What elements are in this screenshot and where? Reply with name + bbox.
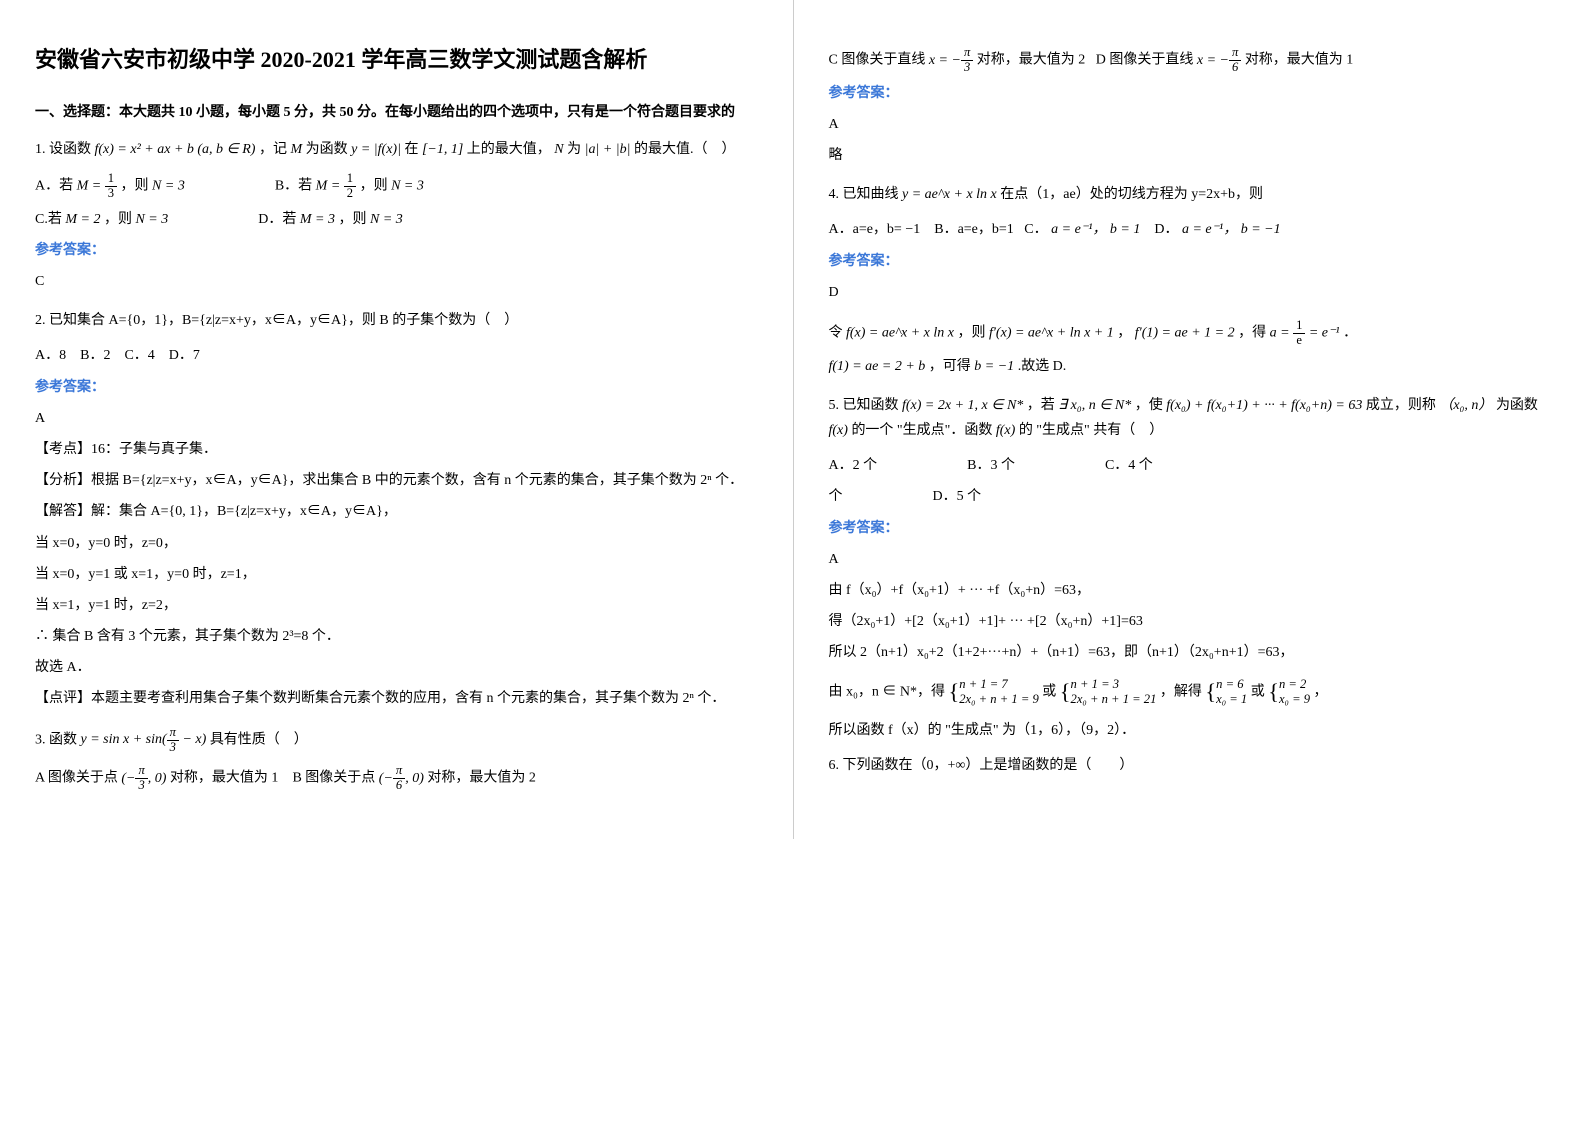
q2-ans-label: 参考答案：: [35, 375, 758, 400]
q5-opt-ge: 个: [829, 484, 843, 509]
q1-optB: B．若 M = 12 ，则 N = 3: [275, 172, 424, 201]
q5-s5: 所以函数 f（x）的 "生成点" 为（1，6），（9，2）．: [829, 718, 1553, 743]
q3-optD: D 图像关于直线 x = −π6 对称，最大值为 1: [1096, 53, 1354, 68]
q3-answer: A: [829, 112, 1553, 137]
q4-sol1: 令 f(x) = ae^x + x ln x ，则 f′(x) = ae^x +…: [829, 319, 1553, 348]
q1-answer: C: [35, 269, 758, 294]
q4-optB: B．a=e，b=1: [934, 222, 1014, 237]
q5-mid4: 为函数: [1496, 398, 1538, 413]
q5-mid: ，若: [1027, 398, 1055, 413]
q5-s1: 由 f（x₀）+f（x₀+1）+ ··· +f（x₀+n）=63，: [829, 578, 1553, 603]
title: 安徽省六安市初级中学 2020-2021 学年高三数学文测试题含解析: [35, 40, 758, 80]
q1-stem-pre: 1. 设函数: [35, 142, 91, 157]
q3-optA: A 图像关于点 (−π3, 0) 对称，最大值为 1: [35, 771, 282, 786]
q3-lue: 略: [829, 143, 1553, 168]
question-2: 2. 已知集合 A={0，1}，B={z|z=x+y，x∈A，y∈A}，则 B …: [35, 308, 758, 333]
q5-fxlbl2: f(x): [996, 423, 1015, 438]
q4-opts: A．a=e，b= −1 B．a=e，b=1 C． a = e⁻¹， b = 1 …: [829, 217, 1553, 242]
q3-y: y = sin x + sin(π3 − x): [81, 732, 210, 747]
question-6: 6. 下列函数在（0，+∞）上是增函数的是（ ）: [829, 753, 1553, 778]
q4-answer: D: [829, 280, 1553, 305]
q5-pair: （x₀, n）: [1439, 398, 1492, 413]
q5-optC: C．4 个: [1105, 453, 1153, 478]
q5-pre: 5. 已知函数: [829, 398, 899, 413]
q1-end: 的最大值.（ ）: [634, 142, 736, 157]
q4-pre: 4. 已知曲线: [829, 187, 899, 202]
q5-optB: B．3 个: [967, 453, 1015, 478]
q5-ans-label: 参考答案：: [829, 516, 1553, 541]
q3-optAB: A 图像关于点 (−π3, 0) 对称，最大值为 1 B 图像关于点 (−π6,…: [35, 764, 758, 793]
q1-M: M: [290, 142, 302, 157]
q1-mid2: 为函数: [306, 142, 348, 157]
q2-fenxi: 【分析】根据 B={z|z=x+y，x∈A，y∈A}，求出集合 B 中的元素个数…: [35, 468, 758, 493]
question-5: 5. 已知函数 f(x) = 2x + 1, x ∈ N* ，若 ∃ x₀, n…: [829, 393, 1553, 443]
q5-fxlbl: f(x): [829, 423, 848, 438]
q4-optC: C． a = e⁻¹， b = 1: [1024, 222, 1144, 237]
q4-optD: D． a = e⁻¹， b = −1: [1154, 222, 1280, 237]
q1-ab: |a| + |b|: [585, 142, 631, 157]
q3-ans-label: 参考答案：: [829, 81, 1553, 106]
q1-options-2: C.若 M = 2 ，则 N = 3 D．若 M = 3 ，则 N = 3: [35, 207, 758, 232]
q2-jd3: 当 x=0，y=1 或 x=1，y=0 时，z=1，: [35, 562, 758, 587]
q1-mid4: 上的最大值，: [467, 142, 551, 157]
q4-mid: 在点（1，ae）处的切线方程为 y=2x+b，则: [1000, 187, 1263, 202]
question-4: 4. 已知曲线 y = ae^x + x ln x 在点（1，ae）处的切线方程…: [829, 182, 1553, 207]
section-head: 一、选择题：本大题共 10 小题，每小题 5 分，共 50 分。在每小题给出的四…: [35, 100, 758, 125]
q2-jd6: 故选 A．: [35, 655, 758, 680]
q2-jd1: 【解答】解：集合 A={0, 1}，B={z|z=x+y，x∈A，y∈A}，: [35, 499, 758, 524]
q5-answer: A: [829, 547, 1553, 572]
q2-dp: 【点评】本题主要考查利用集合子集个数判断集合元素个数的应用，含有 n 个元素的集…: [35, 686, 758, 711]
q1-interval: [−1, 1]: [422, 142, 463, 157]
q4-ans-label: 参考答案：: [829, 249, 1553, 274]
q5-optA: A．2 个: [829, 453, 878, 478]
q3-optC: C 图像关于直线 x = −π3 对称，最大值为 2: [829, 53, 1089, 68]
question-3: 3. 函数 y = sin x + sin(π3 − x) 具有性质（ ）: [35, 726, 758, 755]
q1-mid3: 在: [404, 142, 418, 157]
q1-mid: ，记: [259, 142, 287, 157]
q1-optD: D．若 M = 3 ，则 N = 3: [258, 207, 403, 232]
question-1: 1. 设函数 f(x) = x² + ax + b (a, b ∈ R) ，记 …: [35, 137, 758, 162]
q5-opts: A．2 个 B．3 个 C．4 个: [829, 453, 1553, 478]
q3-pre: 3. 函数: [35, 732, 77, 747]
q3-optCD: C 图像关于直线 x = −π3 对称，最大值为 2 D 图像关于直线 x = …: [829, 46, 1553, 75]
q5-mid3: 成立，则称: [1366, 398, 1436, 413]
q2-answer: A: [35, 406, 758, 431]
q2-jd4: 当 x=1，y=1 时，z=2，: [35, 593, 758, 618]
q2-opts: A．8 B．2 C．4 D．7: [35, 343, 758, 368]
q2-kaodian: 【考点】16：子集与真子集．: [35, 437, 758, 462]
q1-optC: C.若 M = 2 ，则 N = 3: [35, 207, 168, 232]
q5-fx: f(x) = 2x + 1, x ∈ N*: [902, 398, 1023, 413]
q4-y: y = ae^x + x ln x: [902, 187, 997, 202]
q2-jd2: 当 x=0，y=0 时，z=0，: [35, 531, 758, 556]
q5-mid2: ，使: [1135, 398, 1163, 413]
q5-mid5: 的一个 "生成点"．函数: [851, 423, 992, 438]
q1-N: N: [554, 142, 563, 157]
q5-cond: ∃ x₀, n ∈ N*: [1058, 398, 1131, 413]
q4-optA: A．a=e，b= −1: [829, 222, 921, 237]
q1-mid5: 为: [567, 142, 581, 157]
q1-options: A．若 M = 13 ，则 N = 3 B．若 M = 12 ，则 N = 3: [35, 172, 758, 201]
q5-s4: 由 x₀，n ∈ N*，得 {n + 1 = 72x₀ + n + 1 = 9 …: [829, 672, 1553, 712]
q5-s3: 所以 2（n+1）x₀+2（1+2+···+n）+（n+1）=63，即（n+1）…: [829, 640, 1553, 665]
q3-optB: B 图像关于点 (−π6, 0) 对称，最大值为 2: [292, 771, 535, 786]
q5-mid6: 的 "生成点" 共有（ ）: [1019, 423, 1163, 438]
q1-optA: A．若 M = 13 ，则 N = 3: [35, 172, 185, 201]
q2-jd5: ∴ 集合 B 含有 3 个元素，其子集个数为 2³=8 个．: [35, 624, 758, 649]
q5-opts-2: 个 D．5 个: [829, 484, 1553, 509]
q1-ans-label: 参考答案：: [35, 238, 758, 263]
q5-s2: 得（2x₀+1）+[2（x₀+1）+1]+ ··· +[2（x₀+n）+1]=6…: [829, 609, 1553, 634]
q5-sum: f(x₀) + f(x₀+1) + ··· + f(x₀+n) = 63: [1166, 398, 1362, 413]
q5-optD: D．5 个: [933, 484, 982, 509]
q1-yfx: y = |f(x)|: [351, 142, 401, 157]
q4-sol2: f(1) = ae = 2 + b ，可得 b = −1 .故选 D.: [829, 354, 1553, 379]
q3-end: 具有性质（ ）: [210, 732, 308, 747]
q1-fx: f(x) = x² + ax + b (a, b ∈ R): [95, 142, 256, 157]
